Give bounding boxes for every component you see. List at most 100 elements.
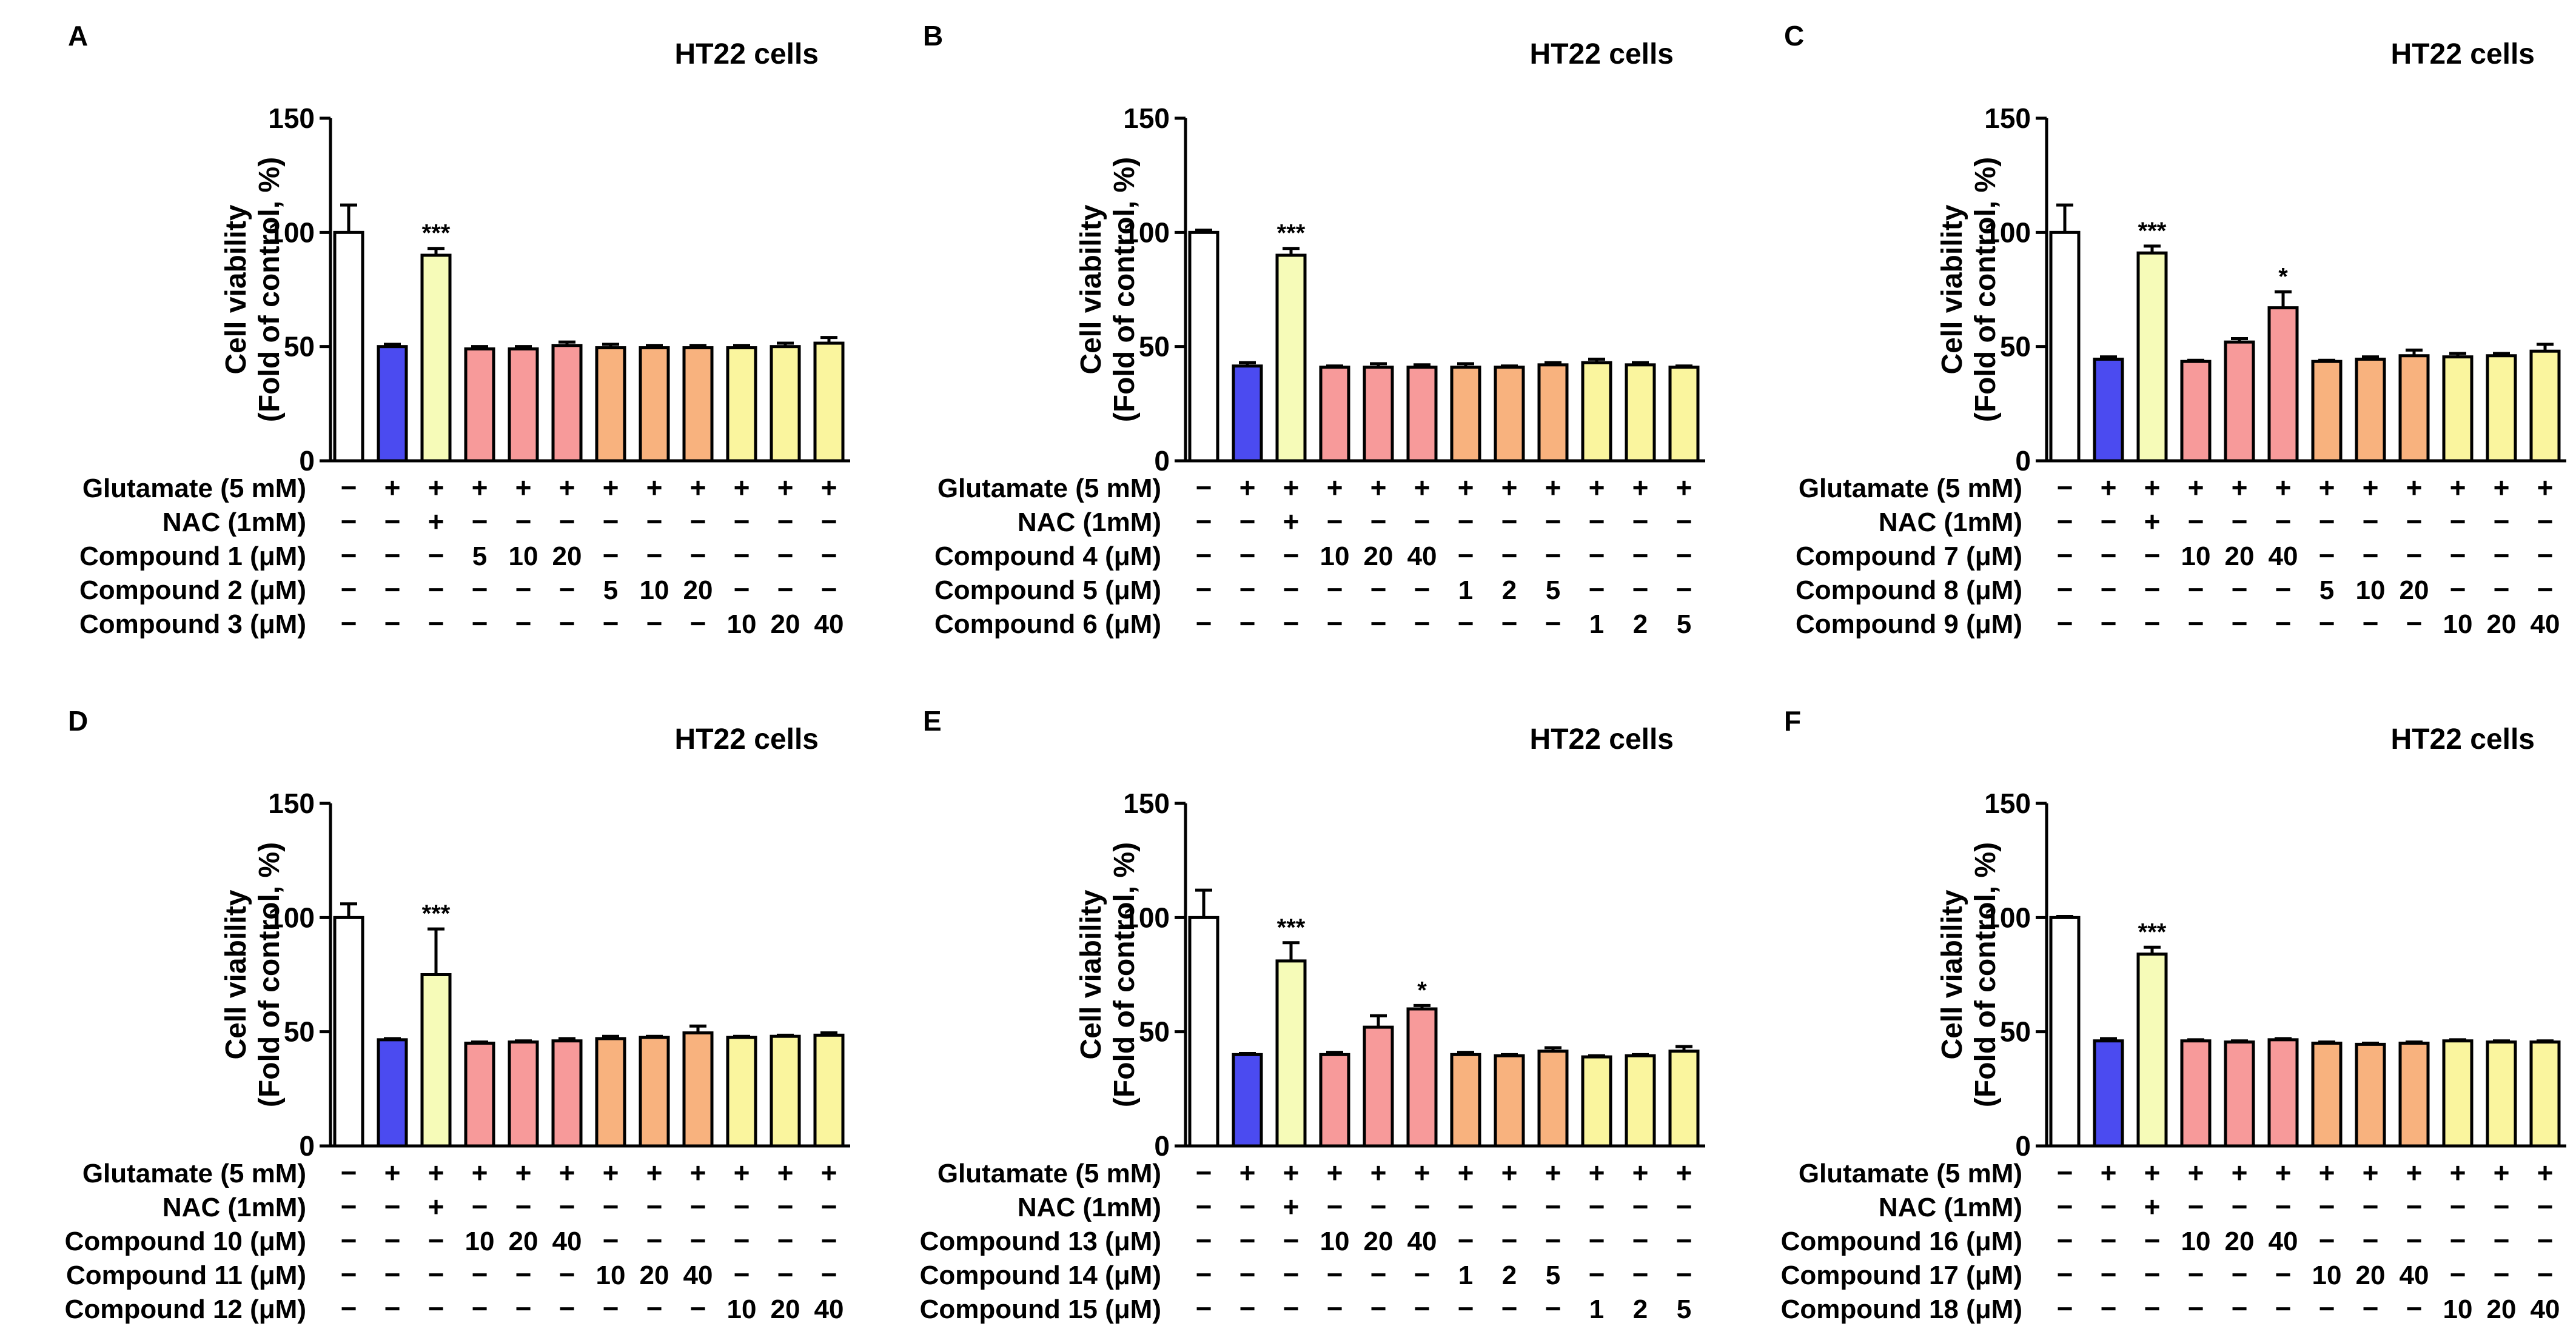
condition-cell: − xyxy=(2232,1259,2248,1290)
condition-cell: − xyxy=(2275,608,2292,639)
condition-cell: − xyxy=(2319,506,2335,537)
condition-cell: + xyxy=(2406,1157,2423,1188)
condition-cell: − xyxy=(1196,1157,1212,1188)
condition-cell: + xyxy=(2232,472,2248,503)
significance-mark: *** xyxy=(2138,218,2167,244)
condition-cell: 10 xyxy=(2443,1294,2473,1324)
condition-row-label: Glutamate (5 mM) xyxy=(937,1159,1161,1188)
condition-cell: + xyxy=(2406,472,2423,503)
condition-cell: − xyxy=(2057,574,2073,605)
bar xyxy=(1668,366,1700,463)
condition-cell: − xyxy=(2057,506,2073,537)
condition-cell: − xyxy=(2188,574,2204,605)
condition-cell: + xyxy=(2101,472,2117,503)
condition-cell: − xyxy=(515,608,532,639)
condition-cell: + xyxy=(384,472,401,503)
condition-cell: − xyxy=(646,608,663,639)
y-tick-label: 0 xyxy=(299,445,315,477)
condition-cell: − xyxy=(603,1293,619,1324)
bar xyxy=(2442,355,2474,463)
condition-row-label: Compound 16 (μM) xyxy=(1781,1227,2022,1256)
condition-cell: − xyxy=(428,1259,444,1290)
condition-cell: − xyxy=(821,1225,837,1256)
condition-cell: − xyxy=(2188,506,2204,537)
panel-letter: C xyxy=(1784,20,1804,52)
condition-cell: − xyxy=(734,1191,750,1222)
condition-cell: − xyxy=(2406,1293,2423,1324)
condition-cell: − xyxy=(1283,1293,1300,1324)
y-axis-label-line2: (Fold of control, %) xyxy=(253,157,286,422)
condition-cell: − xyxy=(2406,1191,2423,1222)
condition-cell: − xyxy=(734,1259,750,1290)
condition-cell: − xyxy=(1327,608,1343,639)
bar xyxy=(1494,366,1525,463)
significance-mark: *** xyxy=(2138,919,2167,945)
bar xyxy=(377,1038,408,1148)
condition-cell: − xyxy=(2363,1225,2379,1256)
condition-cell: + xyxy=(472,1157,488,1188)
condition-cell: − xyxy=(2537,540,2554,571)
condition-cell: 20 xyxy=(640,1261,669,1290)
condition-cell: − xyxy=(2450,506,2466,537)
condition-row-label: Compound 12 (μM) xyxy=(65,1294,306,1324)
condition-cell: − xyxy=(2232,574,2248,605)
condition-cell: − xyxy=(341,608,357,639)
condition-cell: + xyxy=(646,472,663,503)
condition-row-label: NAC (1mM) xyxy=(163,507,306,537)
condition-cell: − xyxy=(690,540,706,571)
bar xyxy=(1319,366,1350,463)
condition-cell: − xyxy=(1239,1225,1256,1256)
condition-cell: − xyxy=(1196,1259,1212,1290)
significance-mark: *** xyxy=(422,220,451,247)
condition-cell: − xyxy=(2494,540,2510,571)
condition-row-label: NAC (1mM) xyxy=(163,1193,306,1222)
condition-cell: + xyxy=(603,1157,619,1188)
condition-cell: + xyxy=(2537,1157,2554,1188)
condition-cell: − xyxy=(2537,506,2554,537)
bar xyxy=(1581,361,1612,463)
condition-row-label: Compound 2 (μM) xyxy=(79,575,306,605)
condition-cell: 1 xyxy=(1589,1294,1604,1324)
condition-cell: + xyxy=(690,472,706,503)
condition-cell: + xyxy=(734,1157,750,1188)
condition-cell: + xyxy=(2275,1157,2292,1188)
y-axis-label-line1: Cell viability xyxy=(1075,889,1107,1059)
bar xyxy=(1581,1055,1612,1148)
condition-cell: − xyxy=(2450,1225,2466,1256)
bar xyxy=(2093,1039,2124,1148)
condition-cell: − xyxy=(2101,506,2117,537)
condition-cell: + xyxy=(777,472,794,503)
condition-cell: − xyxy=(1370,574,1387,605)
condition-cell: − xyxy=(1414,1191,1431,1222)
panel-e: E HT22 cells Cell viability (Fold of contro… xyxy=(920,705,1705,1324)
condition-cell: + xyxy=(734,472,750,503)
bar xyxy=(2529,1040,2561,1148)
condition-cell: + xyxy=(2494,472,2510,503)
condition-cell: − xyxy=(472,1259,488,1290)
condition-cell: + xyxy=(428,506,444,537)
condition-row-label: Glutamate (5 mM) xyxy=(82,474,306,503)
condition-cell: − xyxy=(428,1293,444,1324)
y-tick-label: 0 xyxy=(2015,1130,2031,1162)
condition-cell: + xyxy=(690,1157,706,1188)
bar xyxy=(1363,366,1394,463)
bar xyxy=(1319,1053,1350,1148)
condition-cell: + xyxy=(2144,1157,2161,1188)
condition-cell: − xyxy=(646,1225,663,1256)
condition-cell: 10 xyxy=(2181,1227,2211,1256)
bar xyxy=(1537,1050,1569,1148)
condition-cell: − xyxy=(1676,1225,1692,1256)
condition-cell: − xyxy=(777,506,794,537)
condition-cell: − xyxy=(1589,506,1605,537)
condition-cell: + xyxy=(2450,472,2466,503)
condition-cell: − xyxy=(341,506,357,537)
condition-cell: + xyxy=(1327,472,1343,503)
bar xyxy=(1494,1054,1525,1148)
bar xyxy=(595,346,626,463)
bar xyxy=(1668,1050,1700,1148)
condition-cell: − xyxy=(559,506,575,537)
condition-cell: − xyxy=(1414,574,1431,605)
condition-row-label: Compound 14 (μM) xyxy=(920,1261,1161,1290)
condition-cell: − xyxy=(472,506,488,537)
